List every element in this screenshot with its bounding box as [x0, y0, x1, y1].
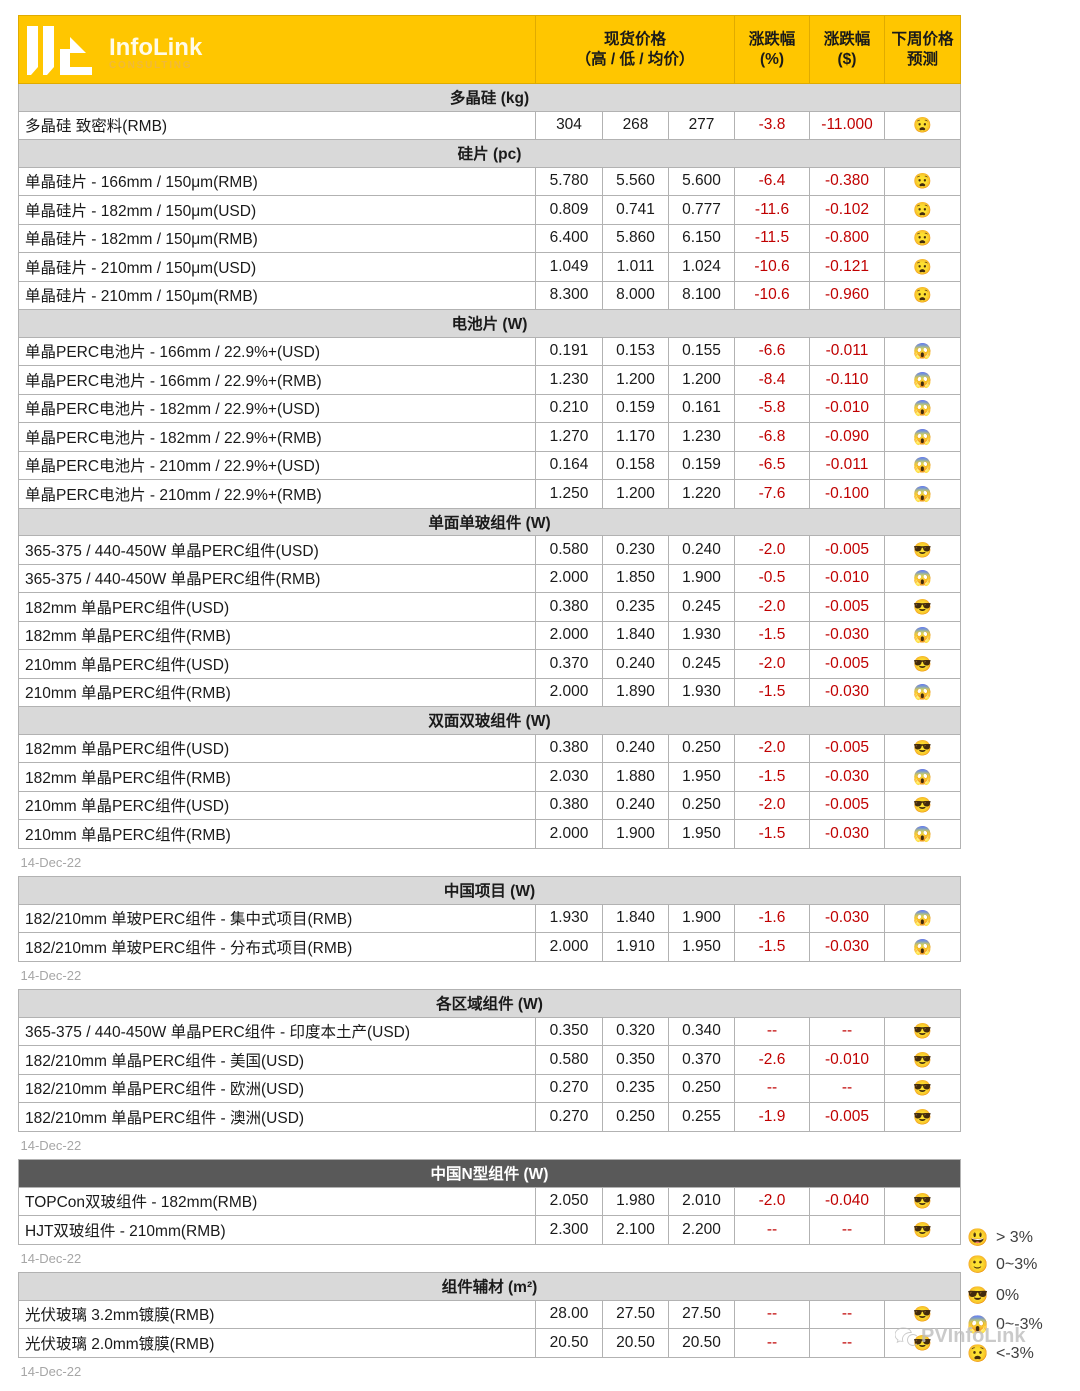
svg-text:CONSULTING: CONSULTING [109, 60, 192, 71]
svg-text:InfoLink: InfoLink [109, 34, 203, 61]
